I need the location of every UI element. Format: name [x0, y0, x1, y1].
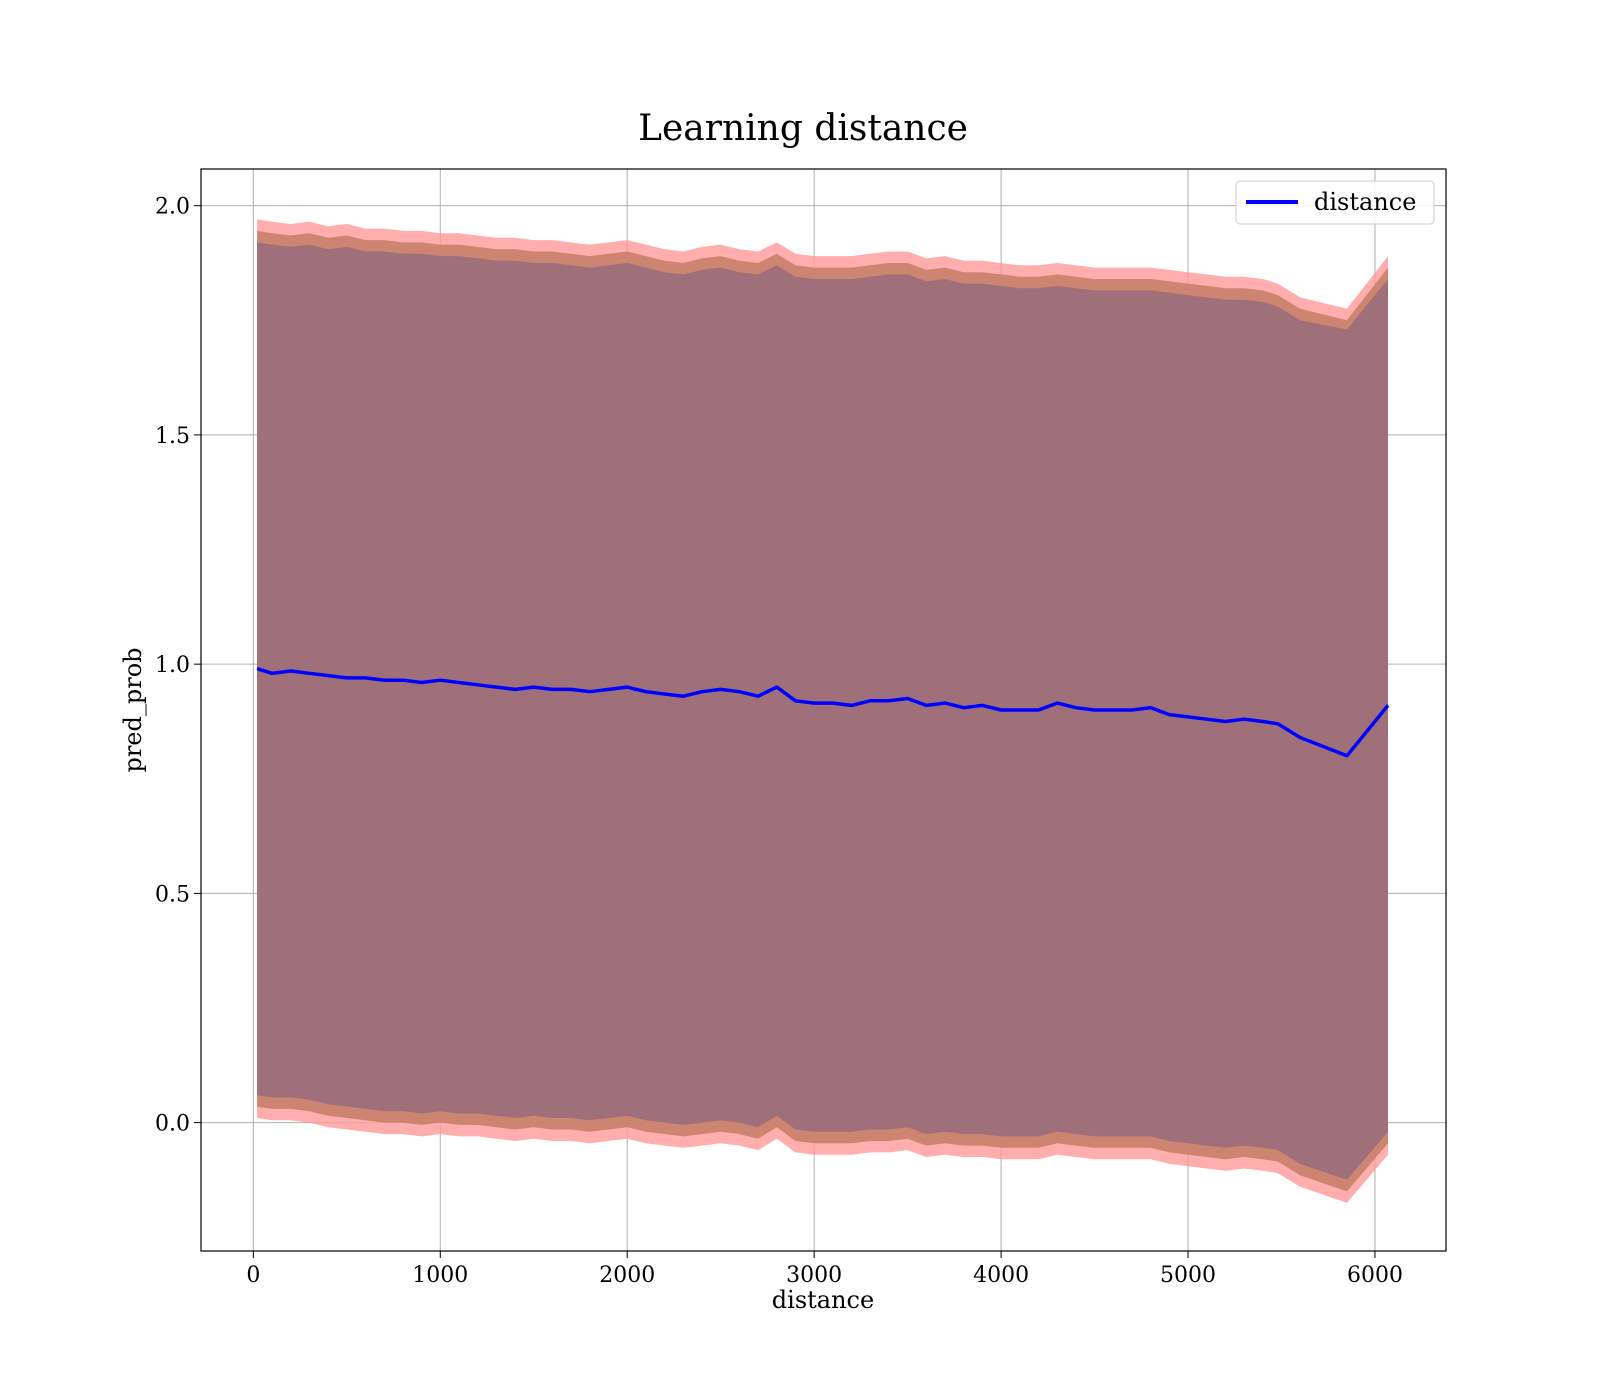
x-tick-label: 0 [246, 1263, 260, 1288]
series-line-distance [256, 667, 1390, 758]
x-tick-label: 4000 [973, 1263, 1029, 1288]
band-inner [257, 242, 1389, 1180]
y-tick-label: 1.0 [155, 653, 190, 678]
legend: distance [1235, 180, 1435, 225]
x-tick-label: 2000 [599, 1263, 655, 1288]
x-tick-label: 6000 [1347, 1263, 1403, 1288]
y-tick-label: 1.5 [155, 424, 190, 449]
x-tick-label: 5000 [1160, 1263, 1216, 1288]
y-tick-label: 2.0 [155, 195, 190, 220]
y-tick-label: 0.0 [155, 1112, 190, 1137]
series-layer [256, 667, 1390, 758]
y-tick-label: 0.5 [155, 882, 190, 907]
x-tick-label: 3000 [786, 1263, 842, 1288]
x-tick-label: 1000 [412, 1263, 468, 1288]
x-axis: 0 1000 2000 3000 4000 5000 6000 [246, 1251, 1403, 1288]
chart-title: Learning distance [638, 108, 968, 149]
x-axis-label: distance [772, 1286, 874, 1314]
legend-entry-distance: distance [1314, 188, 1416, 216]
plot-frame [200, 168, 1447, 1252]
y-axis: 0.0 0.5 1.0 1.5 2.0 [155, 195, 201, 1137]
confidence-bands [257, 219, 1389, 1203]
legend-box [1235, 180, 1435, 225]
y-axis-label: pred_prob [119, 647, 147, 772]
